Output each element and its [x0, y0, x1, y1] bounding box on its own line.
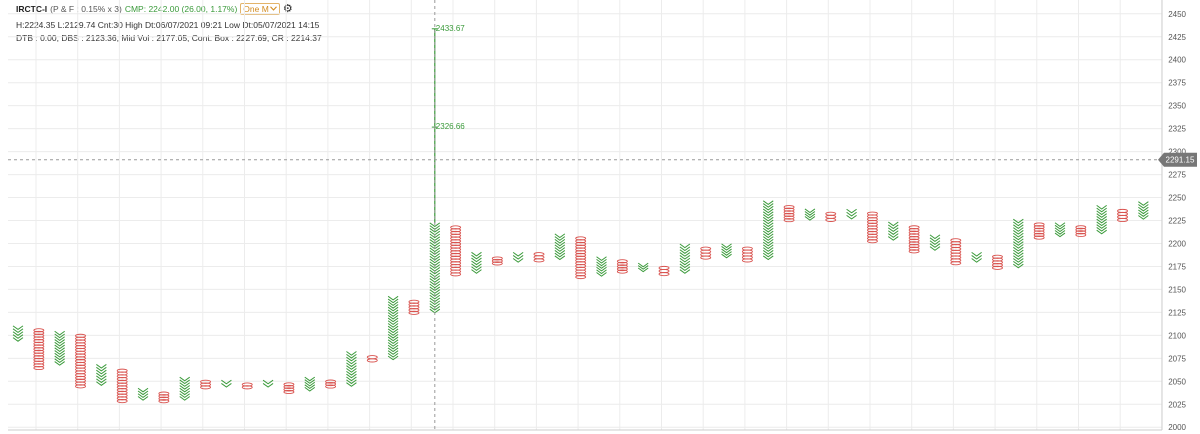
- x-column: [929, 234, 941, 251]
- o-column: [992, 254, 1003, 270]
- x-column: [971, 251, 982, 263]
- timeframe-label: One M: [243, 3, 269, 14]
- x-column: [387, 295, 399, 361]
- y-tick-label: 2225: [1168, 217, 1186, 226]
- y-tick-label: 2325: [1168, 125, 1186, 134]
- crosshair-price-label: 2291.15: [1166, 156, 1195, 165]
- o-column: [325, 379, 337, 389]
- chart-header: IRCTC-I (P & F : 0.15% x 3) CMP: 2242.00…: [16, 2, 293, 15]
- marker-label: 2326.66: [436, 122, 465, 131]
- y-tick-label: 2400: [1168, 56, 1186, 65]
- x-column: [554, 233, 566, 261]
- y-tick-label: 2125: [1168, 308, 1186, 317]
- x-column: [596, 256, 607, 277]
- x-column: [96, 364, 107, 386]
- y-tick-label: 2050: [1168, 377, 1186, 386]
- x-column: [346, 351, 357, 387]
- x-column: [221, 379, 232, 388]
- x-column: [304, 376, 316, 392]
- y-tick-label: 2200: [1168, 239, 1186, 248]
- o-column: [75, 333, 86, 389]
- o-column: [450, 225, 462, 277]
- y-tick-label: 2175: [1168, 262, 1186, 271]
- o-column: [200, 379, 212, 390]
- symbol-label: IRCTC-I: [16, 3, 48, 14]
- o-column: [1033, 222, 1045, 240]
- x-column: [12, 325, 24, 342]
- o-column: [700, 246, 712, 260]
- o-column: [283, 382, 295, 395]
- o-column: [783, 205, 795, 223]
- stats-line: H:2224.35 L:2129.74 Cnt:30 High Dt:06/07…: [16, 20, 320, 30]
- x-column: [471, 251, 482, 274]
- o-column: [366, 355, 378, 363]
- gear-icon[interactable]: ⚙: [282, 3, 293, 15]
- x-column: [762, 200, 774, 261]
- o-column: [408, 299, 420, 315]
- o-column: [1117, 208, 1128, 222]
- x-column: [887, 221, 899, 241]
- o-column: [658, 265, 670, 277]
- crosshair-price-tag: [1158, 152, 1197, 167]
- y-tick-label: 2300: [1168, 148, 1186, 157]
- o-column: [825, 211, 837, 222]
- cmp-label: CMP: 2242.00 (26.00, 1.17%): [124, 3, 238, 14]
- x-column: [721, 243, 732, 259]
- o-column: [491, 256, 503, 266]
- timeframe-select[interactable]: One M: [240, 2, 280, 15]
- y-tick-label: 2375: [1168, 79, 1186, 88]
- y-tick-label: 2250: [1168, 194, 1186, 203]
- x-column: [804, 208, 816, 221]
- o-column: [616, 259, 628, 274]
- x-column: [262, 379, 274, 388]
- marker-label: 2433.67: [436, 24, 465, 33]
- y-tick-label: 2075: [1168, 354, 1186, 363]
- o-column: [241, 382, 253, 390]
- x-column: [1054, 222, 1066, 238]
- y-tick-label: 2150: [1168, 285, 1186, 294]
- o-column: [908, 225, 920, 254]
- x-column: [1138, 201, 1149, 220]
- y-tick-label: 2425: [1168, 33, 1186, 42]
- o-column: [533, 252, 545, 263]
- x-column: [137, 387, 149, 401]
- dtb-line: DTB : 0.00, DBS : 2123.36, Mid Vol : 217…: [16, 33, 322, 43]
- x-column: [429, 222, 441, 314]
- y-tick-label: 2100: [1168, 331, 1186, 340]
- o-column: [116, 368, 128, 404]
- x-column: [1096, 204, 1107, 235]
- x-column: [1013, 218, 1024, 269]
- o-column: [741, 246, 753, 263]
- o-column: [1075, 225, 1087, 237]
- chart-params: (P & F : 0.15% x 3): [50, 3, 122, 14]
- x-column: [512, 251, 524, 263]
- o-column: [33, 328, 45, 371]
- y-tick-label: 2275: [1168, 171, 1186, 180]
- y-tick-label: 2450: [1168, 10, 1186, 19]
- y-tick-label: 2000: [1168, 423, 1186, 432]
- y-tick-label: 2350: [1168, 102, 1186, 111]
- x-column: [846, 208, 857, 220]
- o-column: [950, 238, 962, 266]
- o-column: [158, 391, 170, 404]
- x-column: [679, 243, 691, 274]
- x-column: [54, 330, 65, 366]
- chevron-down-icon: [269, 6, 277, 11]
- x-column: [179, 376, 191, 401]
- y-tick-label: 2025: [1168, 400, 1186, 409]
- o-column: [575, 236, 587, 280]
- x-column: [637, 262, 649, 273]
- o-column: [866, 211, 878, 244]
